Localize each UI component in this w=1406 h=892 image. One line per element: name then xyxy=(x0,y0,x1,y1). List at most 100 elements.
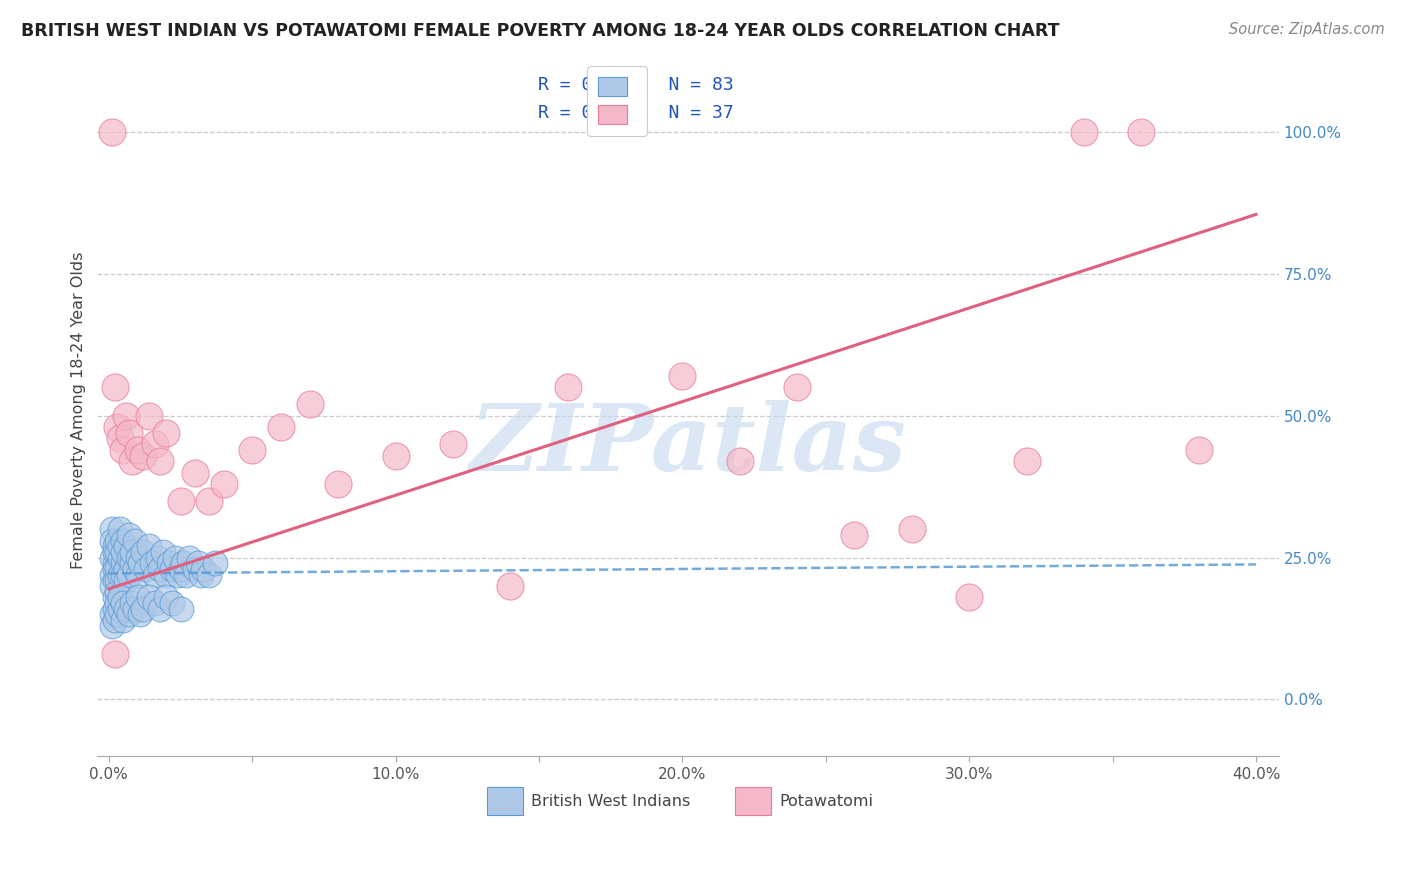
Point xyxy=(103,545,125,559)
Text: R = 0.567   N = 37: R = 0.567 N = 37 xyxy=(538,103,734,121)
Point xyxy=(115,574,138,588)
Point xyxy=(149,562,172,576)
Point xyxy=(103,601,125,615)
Point xyxy=(127,442,149,457)
Point xyxy=(103,539,125,553)
Point xyxy=(129,556,152,570)
Point xyxy=(118,425,141,440)
Point xyxy=(169,494,191,508)
FancyBboxPatch shape xyxy=(488,788,523,815)
Point xyxy=(1130,125,1153,139)
Point xyxy=(121,556,143,570)
Point xyxy=(127,591,149,605)
Point xyxy=(110,550,132,565)
Point xyxy=(110,567,132,582)
Point xyxy=(132,449,155,463)
Point xyxy=(115,562,138,576)
Point xyxy=(107,607,129,622)
Point xyxy=(143,437,166,451)
Point xyxy=(100,125,122,139)
Point xyxy=(138,409,160,423)
Point xyxy=(1188,442,1211,457)
Point xyxy=(270,420,292,434)
Point xyxy=(115,539,138,553)
Point xyxy=(107,562,129,576)
Point xyxy=(121,596,143,610)
Point xyxy=(141,556,163,570)
Point xyxy=(1073,125,1095,139)
Point xyxy=(112,545,135,559)
Point xyxy=(844,528,866,542)
Text: ZIPatlas: ZIPatlas xyxy=(470,400,907,490)
Text: Source: ZipAtlas.com: Source: ZipAtlas.com xyxy=(1229,22,1385,37)
Point xyxy=(118,550,141,565)
Point xyxy=(155,567,177,582)
Point xyxy=(100,533,122,548)
Point xyxy=(107,545,129,559)
Point xyxy=(112,567,135,582)
Point xyxy=(1015,454,1038,468)
Point xyxy=(155,591,177,605)
Point xyxy=(728,454,751,468)
Point xyxy=(115,409,138,423)
Point xyxy=(671,369,693,384)
Point xyxy=(384,449,406,463)
Point xyxy=(103,647,125,661)
Point xyxy=(132,601,155,615)
Point xyxy=(198,494,221,508)
Point xyxy=(107,596,129,610)
Point xyxy=(127,567,149,582)
Point xyxy=(107,574,129,588)
Point xyxy=(100,522,122,536)
Point xyxy=(100,579,122,593)
Point xyxy=(100,607,122,622)
Point xyxy=(557,380,579,394)
Point xyxy=(121,454,143,468)
Point xyxy=(155,425,177,440)
Point xyxy=(103,380,125,394)
Point xyxy=(169,601,191,615)
Point xyxy=(146,550,169,565)
Point xyxy=(184,466,207,480)
Point xyxy=(124,601,146,615)
Point xyxy=(212,476,235,491)
Point xyxy=(204,556,226,570)
Text: British West Indians: British West Indians xyxy=(531,794,690,809)
Point xyxy=(127,550,149,565)
Point xyxy=(174,567,197,582)
Point xyxy=(100,550,122,565)
Point xyxy=(190,567,212,582)
Point xyxy=(901,522,924,536)
Point xyxy=(166,567,188,582)
Point xyxy=(118,528,141,542)
Point xyxy=(112,533,135,548)
Point xyxy=(100,567,122,582)
Point xyxy=(160,562,183,576)
Point xyxy=(152,545,174,559)
Point xyxy=(118,607,141,622)
Point xyxy=(103,556,125,570)
Point xyxy=(157,556,180,570)
Point xyxy=(112,596,135,610)
Text: BRITISH WEST INDIAN VS POTAWATOMI FEMALE POVERTY AMONG 18-24 YEAR OLDS CORRELATI: BRITISH WEST INDIAN VS POTAWATOMI FEMALE… xyxy=(21,22,1060,40)
Point xyxy=(138,591,160,605)
Point xyxy=(118,567,141,582)
Point xyxy=(328,476,350,491)
Point xyxy=(100,618,122,632)
Point xyxy=(103,574,125,588)
Point xyxy=(172,556,194,570)
Point xyxy=(110,432,132,446)
Point xyxy=(135,562,157,576)
Point xyxy=(103,562,125,576)
Point xyxy=(110,539,132,553)
Point xyxy=(441,437,464,451)
Point xyxy=(124,562,146,576)
Point xyxy=(198,567,221,582)
Point xyxy=(240,442,263,457)
Point xyxy=(112,556,135,570)
Point xyxy=(115,601,138,615)
Point xyxy=(193,562,215,576)
Point xyxy=(107,420,129,434)
Point xyxy=(107,533,129,548)
Point xyxy=(110,522,132,536)
